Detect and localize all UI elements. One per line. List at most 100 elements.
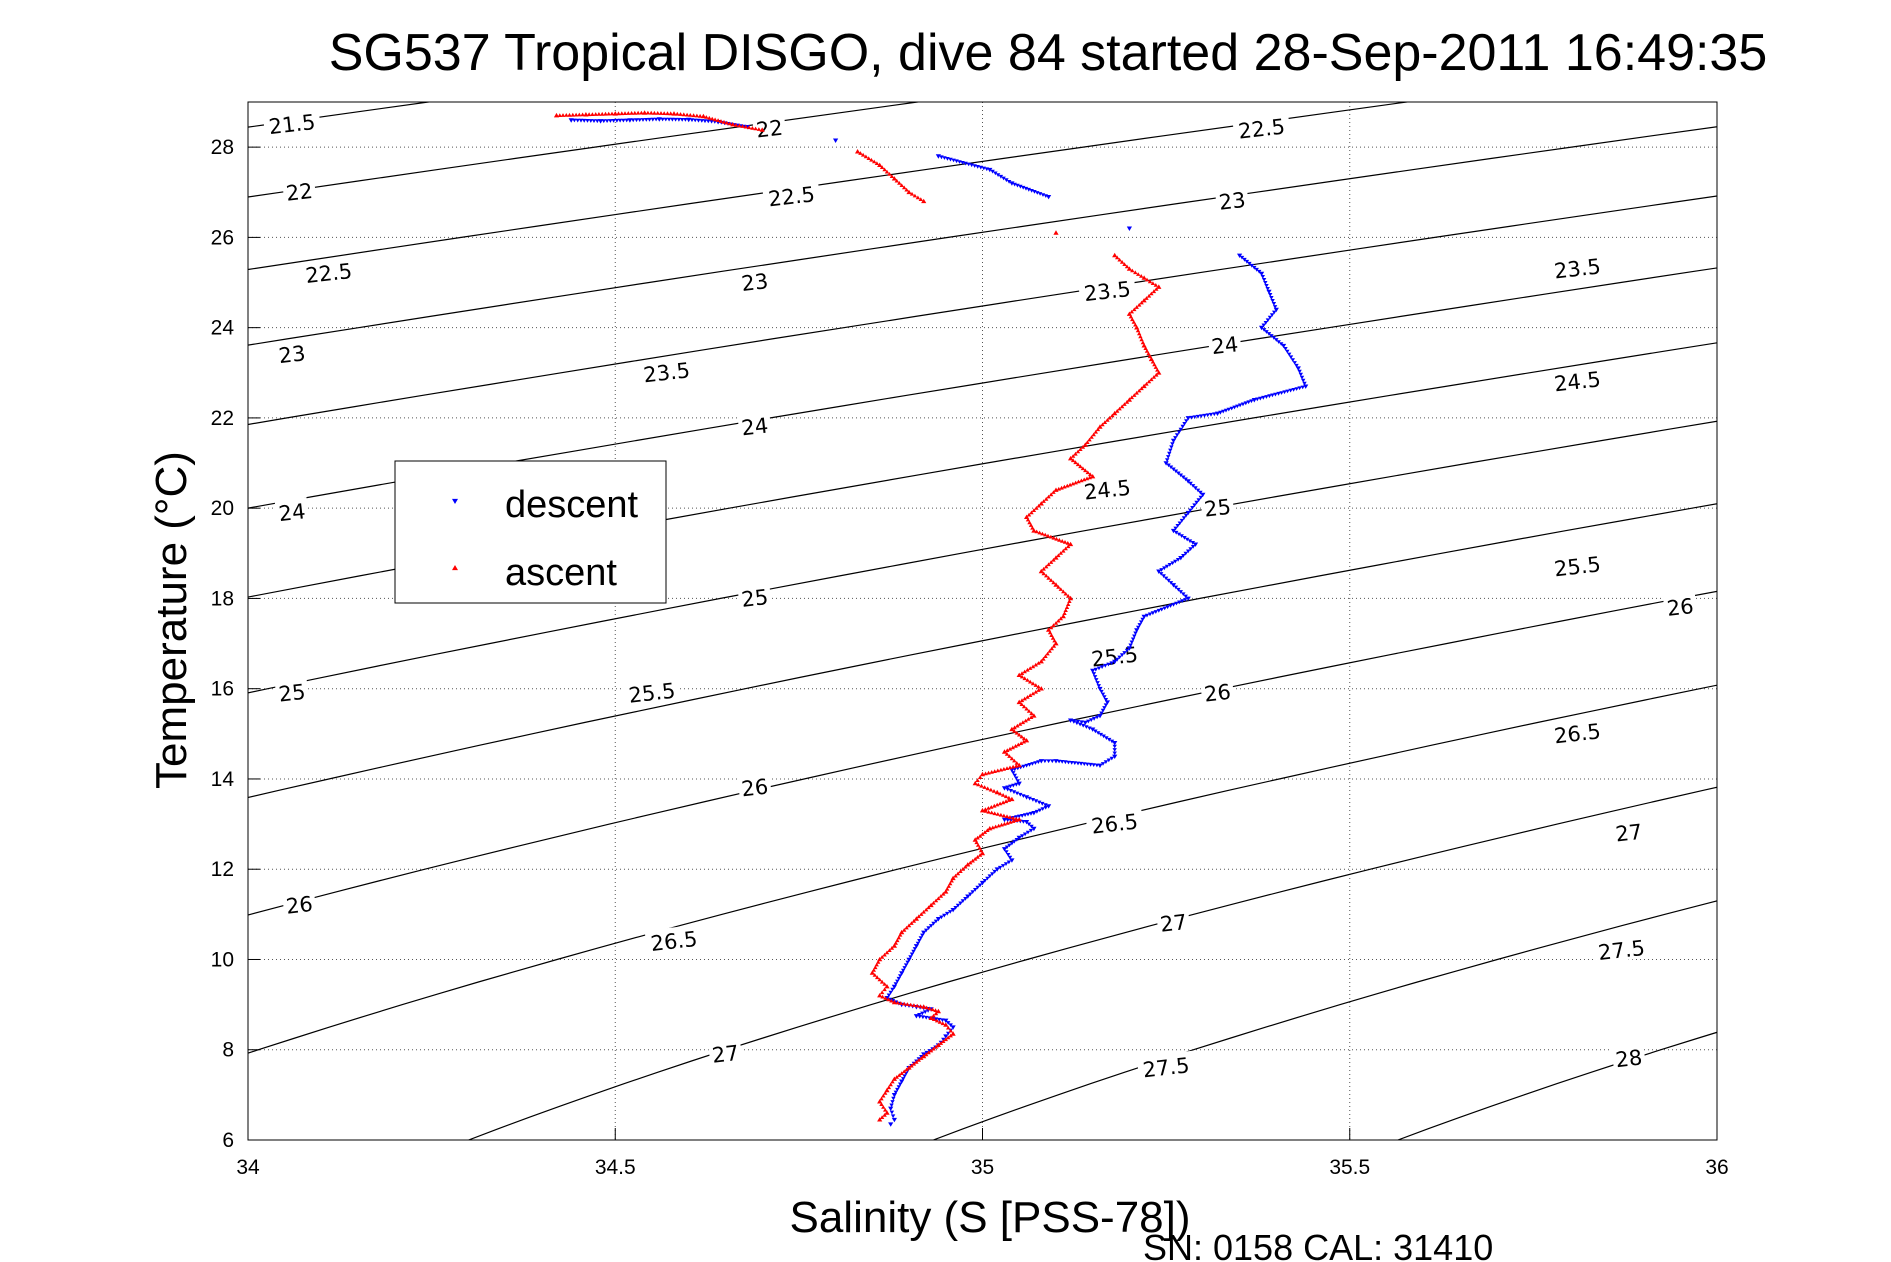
ascent-sample [1017, 732, 1022, 737]
ascent-sample [926, 1050, 931, 1055]
ascent-sample [1066, 602, 1071, 606]
descent-sample [1298, 372, 1303, 377]
descent-sample [1137, 623, 1142, 627]
descent-sample [1063, 760, 1068, 765]
ascent-sample [635, 110, 641, 115]
descent-point [1097, 686, 1103, 692]
descent-sample [1183, 477, 1188, 482]
ascent-sample [1030, 691, 1036, 696]
ascent-sample [1153, 365, 1158, 369]
ascent-sample [879, 1096, 884, 1101]
descent-point [1134, 628, 1140, 633]
contour-label: 26 [285, 892, 314, 919]
ascent-sample [1026, 709, 1032, 713]
descent-sample [1093, 667, 1098, 672]
descent-sample [1261, 278, 1267, 282]
y-axis-ticks: 6 8 10 12 14 16 18 20 22 24 26 28 [211, 136, 260, 1152]
ascent-sample [718, 119, 724, 123]
ascent-point [1038, 568, 1044, 574]
descent-sample [1104, 736, 1109, 740]
descent-sample [1261, 323, 1266, 328]
descent-sample [1128, 643, 1133, 648]
descent-sample [1004, 845, 1010, 850]
ascent-point [987, 826, 993, 831]
ascent-sample [909, 921, 914, 925]
descent-sample [1056, 759, 1062, 764]
descent-sample [1173, 526, 1178, 531]
ascent-point [1009, 726, 1015, 732]
ascent-point [1141, 383, 1147, 389]
ascent-sample [941, 891, 946, 896]
ascent-point [928, 1015, 934, 1020]
ascent-sample [1036, 661, 1041, 665]
descent-sample [1091, 763, 1096, 767]
descent-sample [946, 1031, 951, 1036]
descent-sample [960, 899, 966, 903]
descent-sample [1178, 590, 1183, 594]
contour-label: 24.5 [1083, 476, 1132, 505]
ascent-sample [704, 115, 709, 119]
descent-sample [1074, 721, 1080, 726]
descent-sample [1006, 180, 1012, 184]
contour-label: 21.5 [267, 110, 316, 139]
ascent-sample [1151, 289, 1157, 294]
ascent-sample [1139, 337, 1144, 342]
ascent-sample [1007, 754, 1012, 758]
contour-label-bg [274, 677, 310, 705]
ascent-sample [875, 975, 880, 980]
ascent-sample [993, 824, 998, 829]
ascent-sample [1058, 587, 1063, 591]
ascent-sample [1028, 693, 1033, 697]
ascent-sample [911, 1061, 917, 1066]
descent-sample [1285, 349, 1290, 354]
descent-sample [1279, 342, 1284, 346]
ascent-sample [1066, 544, 1071, 549]
ascent-sample [1033, 683, 1038, 687]
ascent-sample [882, 982, 887, 986]
ascent-sample [1062, 484, 1067, 489]
descent-sample [1229, 406, 1234, 411]
descent-sample [1174, 530, 1179, 535]
ascent-sample [1064, 605, 1070, 609]
contour-label-bg [1611, 817, 1646, 845]
descent-point [1068, 718, 1074, 723]
descent-sample [1109, 756, 1114, 761]
ascent-sample [1046, 562, 1051, 567]
ascent-point [1112, 252, 1118, 258]
density-contour-27-5 [931, 900, 1717, 1140]
x-tick-label: 35 [971, 1156, 994, 1179]
ascent-sample [1006, 795, 1012, 800]
descent-point [1001, 786, 1008, 791]
ascent-sample [727, 121, 732, 126]
descent-sample [673, 117, 678, 122]
density-contour-23 [248, 126, 1717, 346]
descent-point [1097, 714, 1103, 719]
y-axis-label: Temperature (°C) [147, 451, 196, 789]
ascent-sample [919, 912, 924, 916]
ascent-sample [1028, 679, 1033, 684]
descent-sample [1185, 537, 1190, 542]
descent-point [1273, 307, 1279, 313]
legend-marker-ascent-glyph [452, 565, 458, 571]
contour-label: 23.5 [642, 358, 691, 387]
descent-sample [1139, 620, 1144, 625]
ascent-point [1141, 275, 1147, 280]
descent-sample [1091, 672, 1097, 676]
descent-sample [889, 1103, 894, 1108]
ascent-sample [1129, 395, 1134, 400]
descent-sample [1181, 592, 1186, 597]
descent-sample [1109, 661, 1114, 666]
descent-sample [1066, 760, 1071, 765]
descent-sample [591, 119, 597, 123]
ascent-sample [975, 835, 980, 840]
ascent-sample [958, 869, 963, 873]
ascent-sample [924, 1005, 929, 1010]
descent-point [1185, 479, 1191, 484]
ascent-sample [1153, 283, 1158, 287]
ascent-sample [1087, 475, 1092, 480]
ascent-sample [1076, 479, 1081, 484]
ascent-sample [998, 812, 1004, 817]
descent-sample [1244, 259, 1250, 264]
descent-sample [1005, 818, 1010, 823]
descent-sample [1255, 397, 1260, 402]
